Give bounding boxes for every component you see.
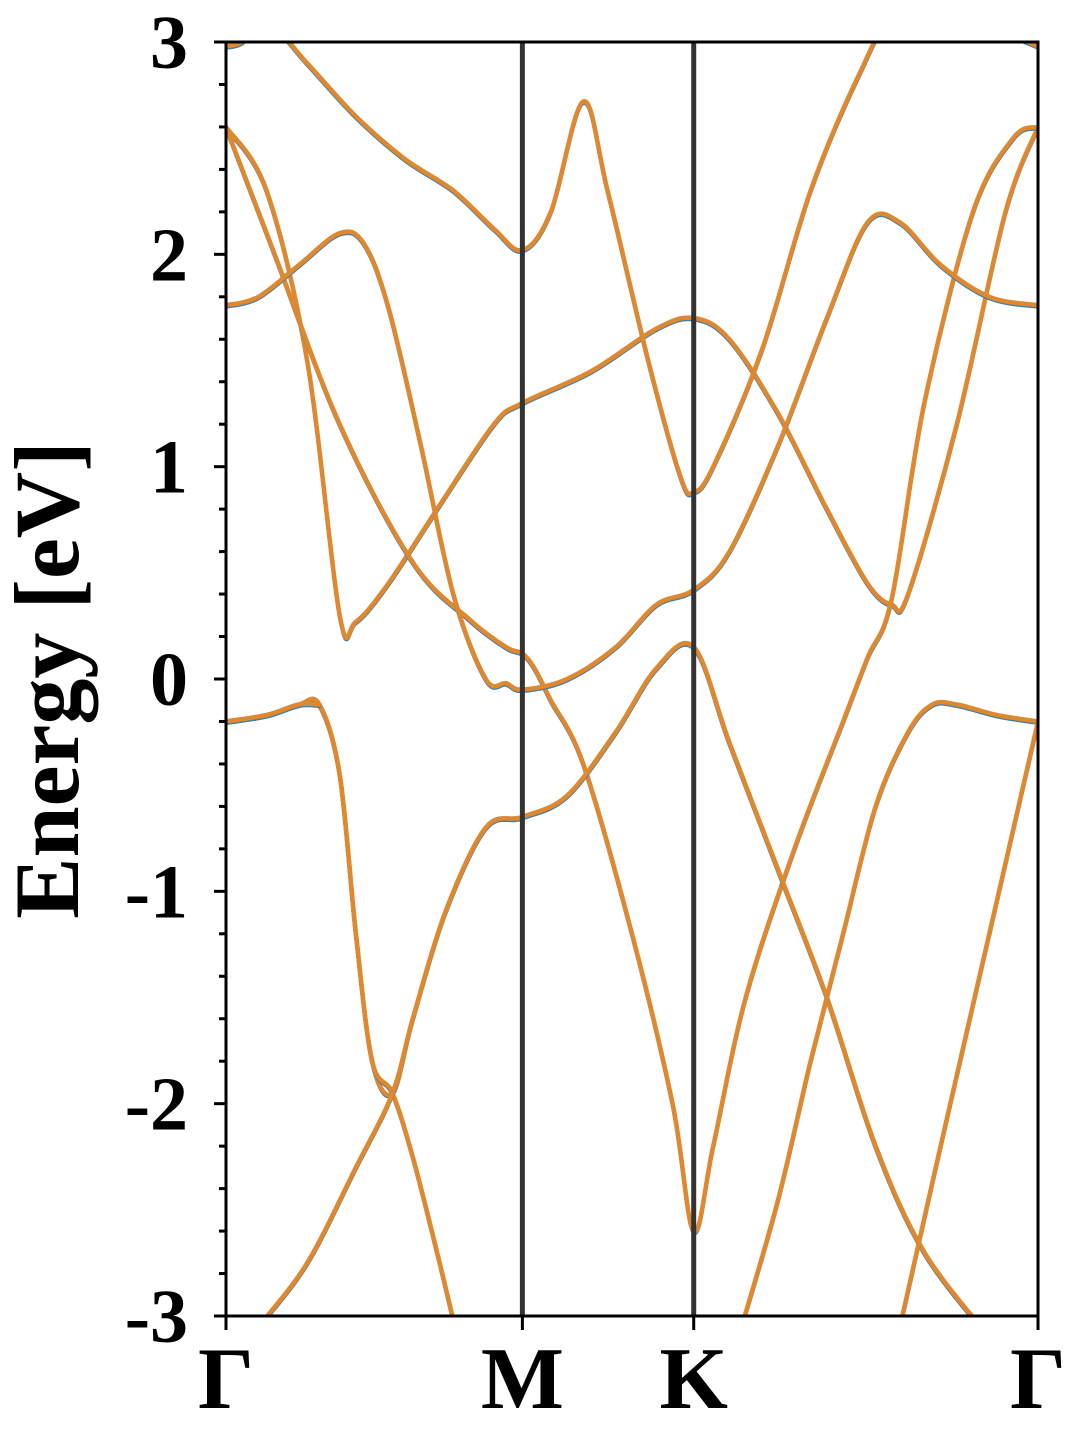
- x-tick-label: Γ: [198, 1331, 254, 1428]
- x-tick-label: K: [659, 1331, 727, 1428]
- y-tick-label: -1: [125, 850, 188, 934]
- band-line: [226, 42, 1038, 497]
- band-line: [226, 211, 1038, 692]
- band-line: [226, 124, 1038, 641]
- y-tick-label: -2: [125, 1063, 188, 1147]
- y-axis-ticks: 3 2 1 0 -1 -2 -3: [125, 1, 226, 1359]
- band-line: [264, 641, 975, 1316]
- x-tick-label: Γ: [1010, 1331, 1066, 1428]
- x-tick-label: M: [481, 1331, 564, 1428]
- y-tick-label: -3: [125, 1275, 188, 1359]
- high-symmetry-lines: [519, 42, 697, 1316]
- y-axis-title: Energy [eV]: [0, 441, 98, 919]
- y-tick-label: 0: [150, 638, 188, 722]
- band-line: [742, 699, 1038, 1316]
- y-tick-label: 2: [150, 213, 188, 297]
- band-line: [900, 719, 1038, 1316]
- y-tick-label: 1: [150, 426, 188, 510]
- band-line: [226, 701, 322, 724]
- y-tick-label: 3: [150, 1, 188, 85]
- band-line: [226, 124, 1038, 1234]
